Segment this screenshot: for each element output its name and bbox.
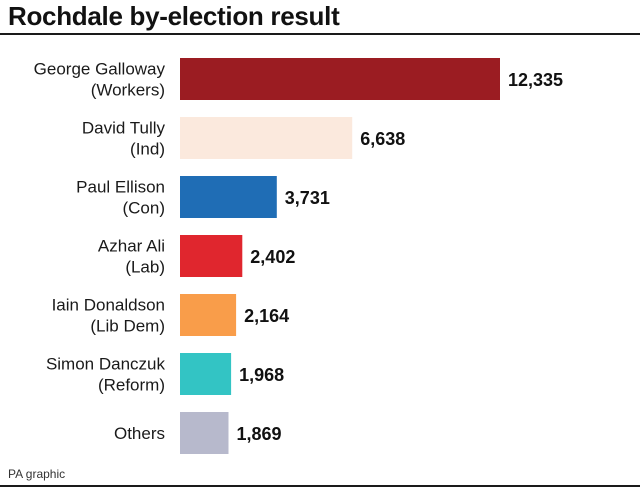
category-label: Azhar Ali — [98, 237, 165, 256]
bar-group: Paul Ellison (Con) 3,731 — [76, 176, 330, 218]
chart-title: Rochdale by-election result — [8, 1, 340, 31]
category-label: George Galloway — [34, 60, 166, 79]
category-label: Iain Donaldson — [52, 296, 165, 315]
category-label: (Ind) — [130, 140, 165, 159]
category-label: Paul Ellison — [76, 178, 165, 197]
category-label: Others — [114, 424, 165, 443]
bar-group: Others 1,869 — [114, 412, 282, 454]
value-label: 1,968 — [239, 365, 284, 385]
bar-group: Iain Donaldson (Lib Dem) 2,164 — [52, 294, 289, 336]
value-label: 12,335 — [508, 70, 563, 90]
bar — [180, 58, 500, 100]
bar-group: George Galloway (Workers) 12,335 — [34, 58, 563, 100]
bar — [180, 353, 232, 395]
value-label: 2,164 — [244, 306, 289, 326]
value-label: 2,402 — [250, 247, 295, 267]
category-label: (Lab) — [125, 258, 165, 277]
bar — [180, 176, 277, 218]
bar — [180, 412, 229, 454]
bar-group: Azhar Ali (Lab) 2,402 — [98, 235, 295, 277]
category-label: Simon Danczuk — [46, 355, 166, 374]
category-label: (Lib Dem) — [90, 317, 165, 336]
category-label: David Tully — [82, 119, 166, 138]
top-divider — [0, 33, 640, 35]
bar — [180, 117, 353, 159]
source-credit: PA graphic — [8, 467, 66, 481]
value-label: 3,731 — [285, 188, 330, 208]
category-label: (Reform) — [98, 376, 165, 395]
value-label: 6,638 — [360, 129, 405, 149]
bar-group: David Tully (Ind) 6,638 — [82, 117, 405, 159]
category-label: (Con) — [122, 199, 165, 218]
value-label: 1,869 — [237, 424, 282, 444]
bottom-divider — [0, 485, 640, 487]
bar — [180, 294, 237, 336]
category-label: (Workers) — [91, 81, 165, 100]
bar-group: Simon Danczuk (Reform) 1,968 — [46, 353, 284, 395]
bar — [180, 235, 243, 277]
